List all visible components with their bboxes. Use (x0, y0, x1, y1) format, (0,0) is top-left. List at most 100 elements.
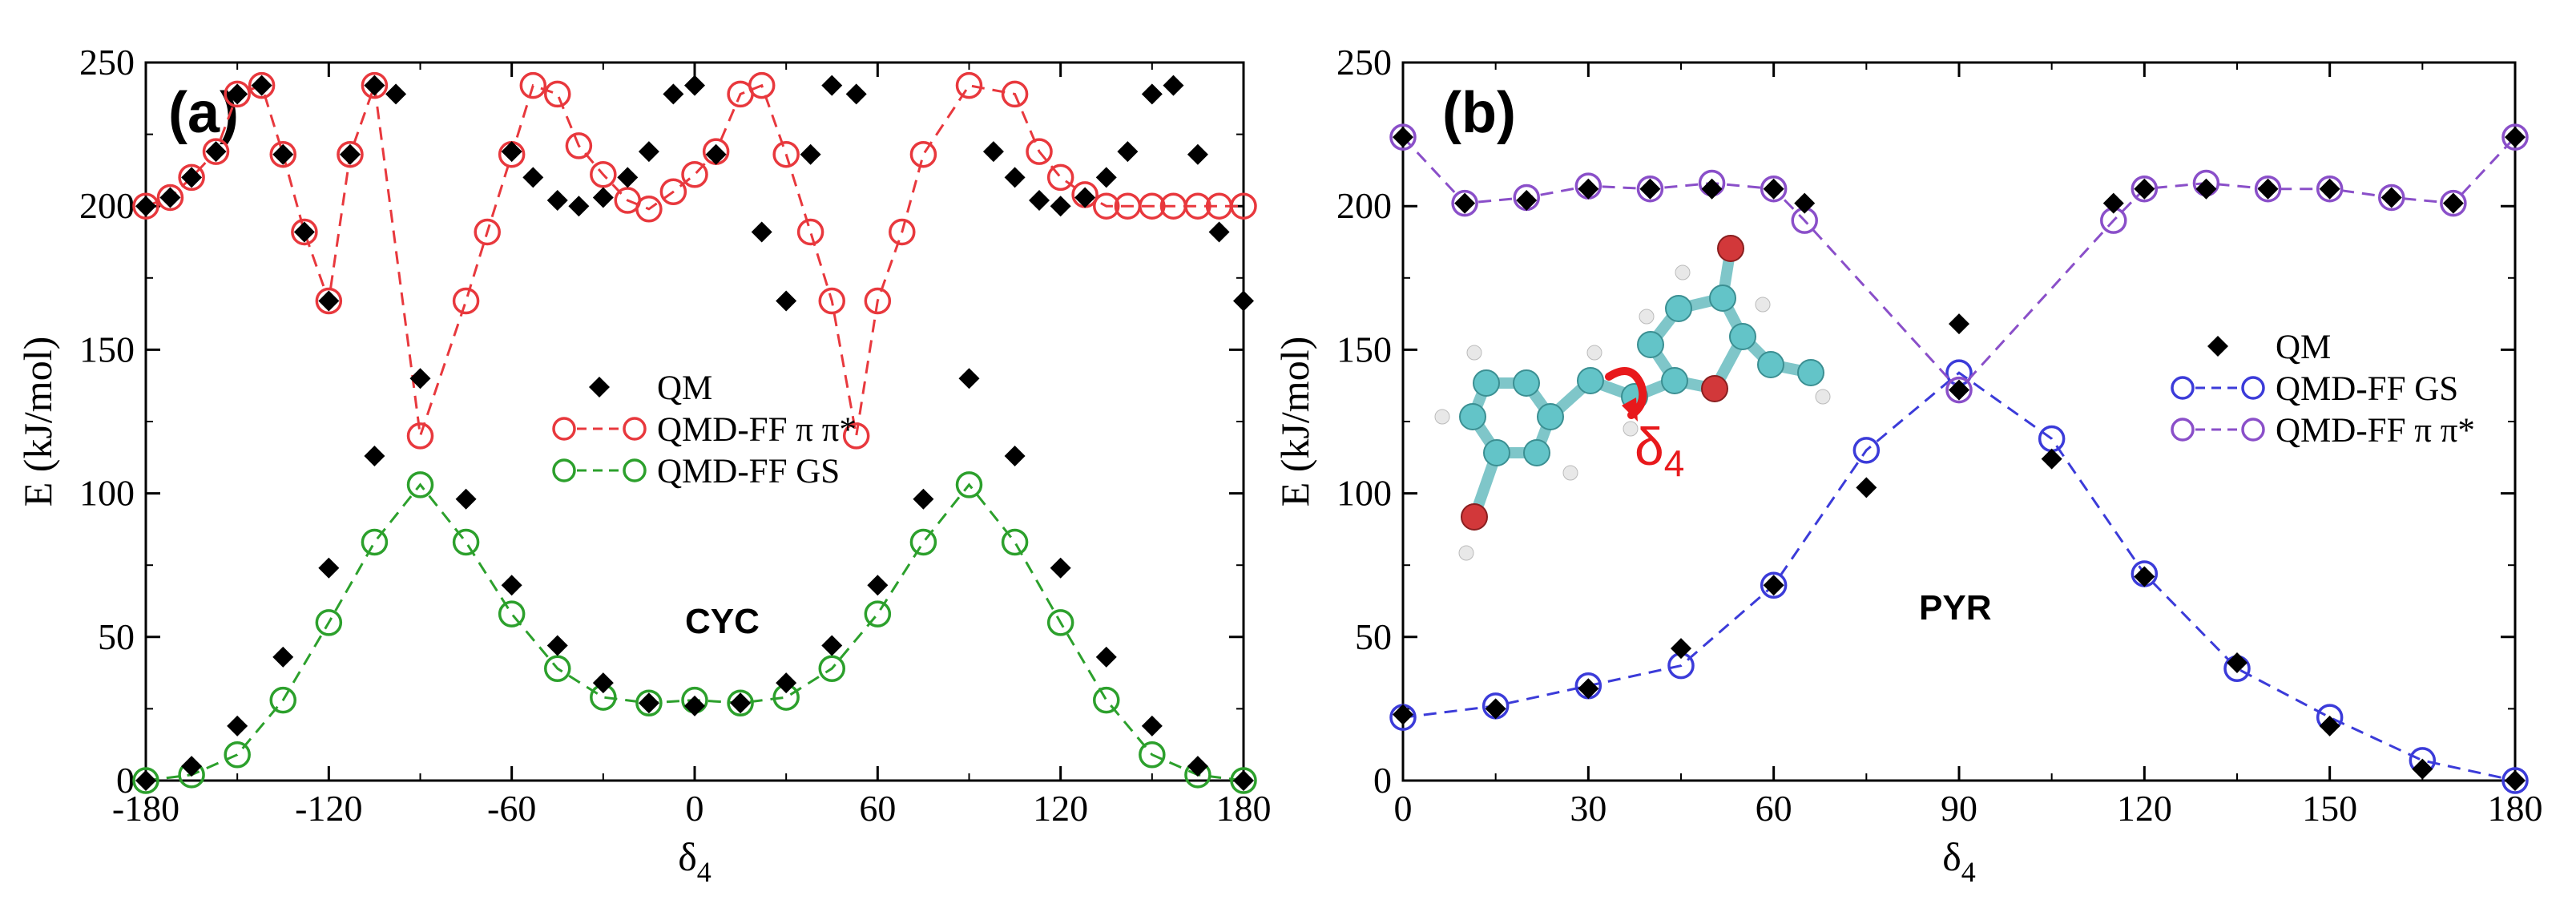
data-point-diamond (913, 488, 934, 510)
data-point-diamond (2442, 192, 2464, 214)
data-point-diamond (1949, 313, 1969, 335)
carbon-atom (1523, 439, 1550, 466)
data-point-diamond (663, 83, 684, 105)
data-point-circle (1001, 528, 1029, 556)
legend-label: QMD-FF π π* (2276, 412, 2475, 450)
data-point-circle (889, 218, 916, 246)
data-point-circle (269, 686, 296, 714)
data-point-circle (1451, 189, 1478, 217)
dihedral-label: δ4 (1635, 417, 1684, 484)
data-point-diamond (1117, 141, 1139, 163)
data-point-circle (955, 471, 983, 498)
data-point-circle (2254, 175, 2282, 203)
data-point-diamond (272, 143, 294, 165)
data-point-circle (2440, 189, 2467, 217)
data-point-circle (544, 655, 571, 682)
data-point-circle (1093, 686, 1120, 714)
data-point-circle (1046, 163, 1074, 192)
y-tick-label: 200 (79, 185, 135, 226)
data-point-diamond (638, 141, 659, 163)
carbon-atom (1797, 359, 1824, 386)
data-point-diamond (272, 646, 294, 668)
data-point-circle (1093, 192, 1120, 220)
data-point-diamond (1485, 698, 1506, 720)
data-point-circle (796, 218, 824, 246)
data-point-diamond (339, 143, 361, 165)
y-tick-label: 0 (1373, 760, 1392, 801)
data-point-diamond (1639, 178, 1661, 200)
panel-label: (a) (168, 81, 239, 145)
data-point-circle (224, 80, 251, 108)
oxygen-atom (1717, 235, 1744, 262)
oxygen-atom (1461, 503, 1488, 531)
data-point-circle (2501, 767, 2529, 794)
y-tick-label: 50 (1355, 616, 1392, 657)
data-point-diamond (1856, 477, 1877, 498)
data-point-diamond (1393, 704, 1413, 725)
x-axis-label-subscript: 4 (1961, 856, 1976, 888)
x-tick-label: 120 (2117, 788, 2172, 829)
y-tick-label: 100 (79, 473, 135, 514)
data-point-diamond (455, 488, 477, 510)
data-point-circle (842, 422, 870, 450)
data-point-diamond (845, 83, 867, 105)
data-point-circle (132, 192, 159, 220)
carbon-atom (1757, 351, 1784, 378)
x-tick-label: -120 (295, 788, 362, 829)
data-point-circle (498, 600, 526, 628)
data-point-circle (544, 80, 571, 108)
data-point-diamond (821, 635, 843, 656)
data-point-circle (202, 138, 230, 165)
data-point-diamond (522, 167, 544, 188)
data-point-diamond (982, 141, 1004, 163)
data-point-diamond (1794, 192, 1816, 214)
data-point-circle (337, 140, 364, 168)
data-point-diamond (159, 187, 181, 208)
data-point-diamond (821, 75, 843, 96)
carbon-atom (1661, 367, 1688, 394)
data-point-diamond (501, 141, 522, 163)
x-axis-label-subscript: 4 (697, 856, 712, 888)
data-point-circle (2378, 184, 2405, 212)
y-tick-label: 250 (79, 42, 135, 83)
hydrogen-atom (1815, 389, 1831, 405)
data-point-diamond (135, 196, 156, 217)
data-point-diamond (638, 692, 659, 714)
data-point-diamond (1578, 178, 1599, 200)
hydrogen-atom (1586, 345, 1602, 361)
data-point-diamond (501, 575, 522, 596)
data-point-diamond (2505, 127, 2526, 148)
data-point-circle (132, 767, 159, 794)
data-point-diamond (181, 756, 203, 777)
legend-circle (623, 417, 647, 441)
carbon-atom (1665, 295, 1692, 322)
data-point-circle (1139, 192, 1166, 220)
data-point-diamond (318, 290, 340, 312)
data-point-circle (635, 689, 663, 716)
data-point-diamond (1095, 646, 1117, 668)
data-point-diamond (2505, 770, 2526, 791)
y-axis-label: E (kJ/mol) (1272, 337, 1317, 506)
data-point-diamond (1074, 187, 1096, 208)
data-point-circle (269, 140, 296, 168)
data-point-circle (452, 528, 480, 556)
x-tick-label: -60 (487, 788, 536, 829)
data-point-circle (659, 178, 687, 206)
data-point-diamond (205, 141, 227, 163)
data-point-diamond (135, 770, 156, 791)
data-point-diamond (1141, 83, 1163, 105)
data-point-circle (772, 140, 800, 168)
data-point-diamond (385, 83, 407, 105)
data-point-diamond (2257, 178, 2279, 200)
data-point-circle (361, 71, 389, 99)
legend-label: QMD-FF GS (2276, 370, 2458, 408)
data-point-diamond (867, 575, 889, 596)
carbon-atom (1637, 331, 1664, 358)
hydrogen-atom (1466, 345, 1482, 361)
legend-circle (2241, 418, 2265, 442)
data-point-diamond (1516, 190, 1538, 212)
data-point-circle (864, 287, 892, 315)
data-point-circle (1046, 609, 1074, 636)
carbon-atom (1729, 323, 1756, 350)
